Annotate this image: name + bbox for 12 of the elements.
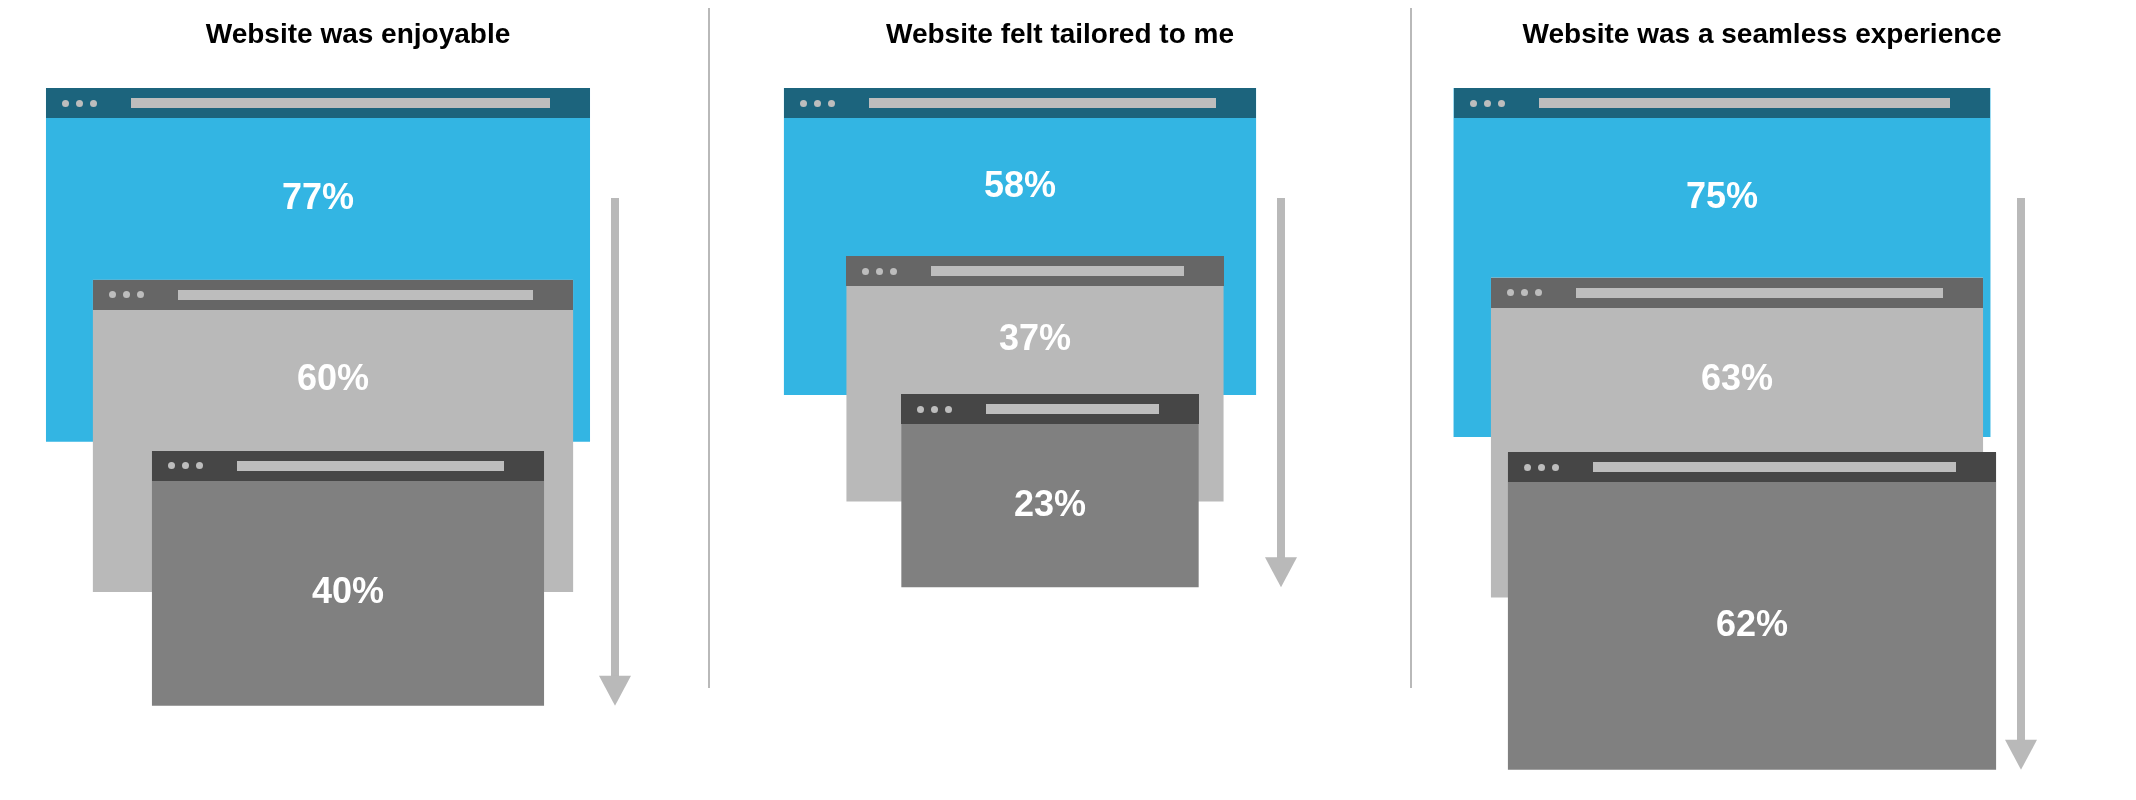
data-label: 37%	[998, 317, 1072, 359]
data-label: 23%	[1013, 482, 1087, 524]
data-label: 77%	[281, 175, 355, 217]
data-label: 40%	[311, 570, 385, 612]
text: Website was enjoyable	[205, 17, 511, 49]
text: Website felt tailored to me	[886, 17, 1234, 49]
data-label: 62%	[1715, 603, 1789, 645]
data-label: 60%	[296, 357, 370, 399]
data-label: 75%	[1685, 174, 1759, 216]
data-label: 63%	[1700, 356, 1774, 398]
text: Website was a seamless experience	[1522, 17, 2002, 49]
data-label: 58%	[983, 164, 1057, 206]
